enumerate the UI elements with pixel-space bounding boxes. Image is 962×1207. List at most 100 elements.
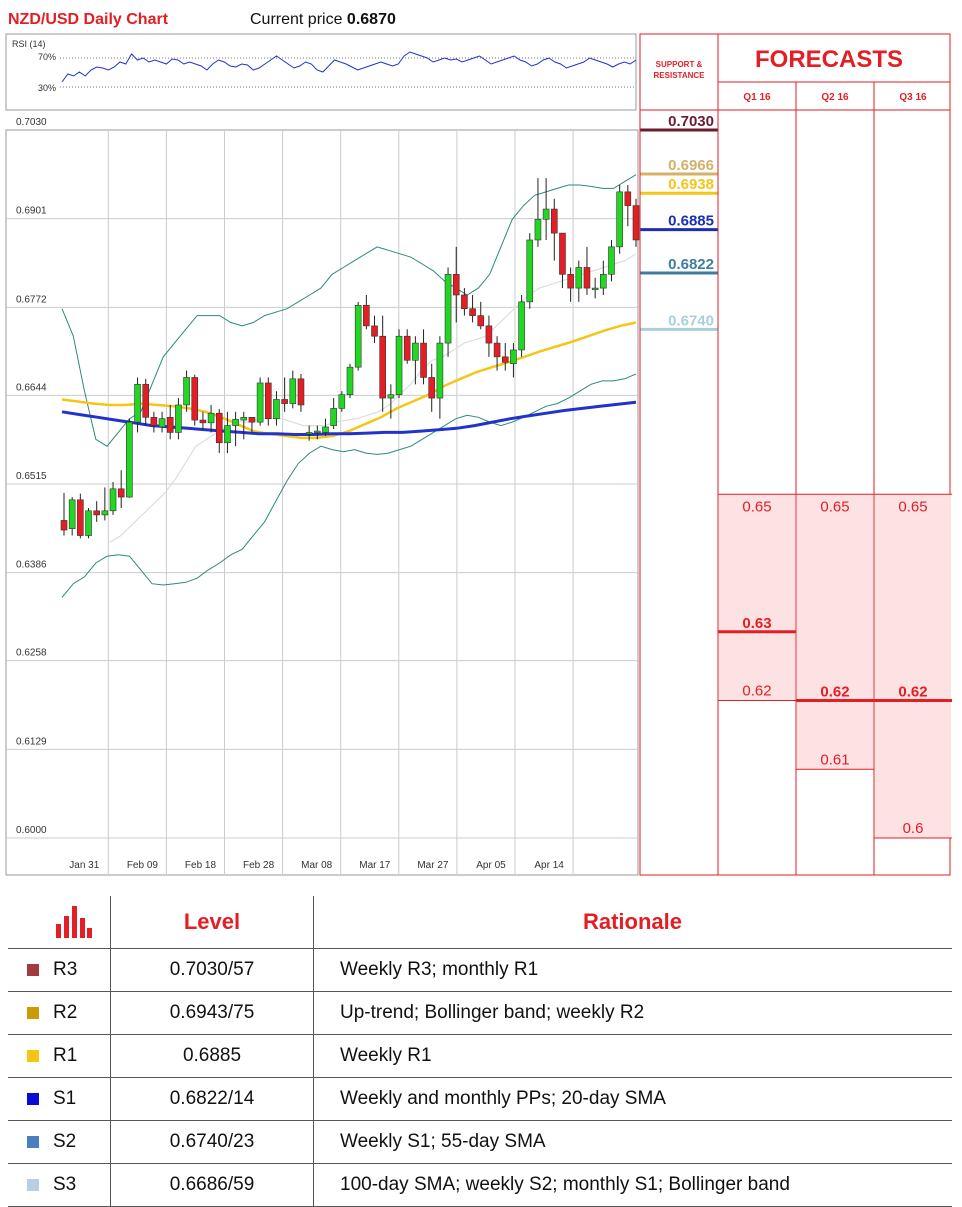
candle-body [624,191,632,206]
candle [322,418,329,436]
candle [85,508,92,539]
candle [248,417,256,433]
current-price: Current price 0.6870 [250,11,396,28]
candle-body [387,394,395,399]
candle [109,481,117,515]
candle-body [420,342,427,378]
candle-body [485,325,493,344]
moving-averages [61,253,637,543]
candle [330,398,337,430]
level-name-cell: S2 [8,1120,111,1164]
candle [387,384,395,419]
candle-body [510,349,517,365]
candle [501,343,509,371]
candle-body [314,430,321,433]
candle-body [322,426,329,433]
forecast-low-value: 0.6 [903,820,924,837]
candle [624,184,632,227]
candles [60,178,640,539]
rsi-panel: RSI (14) 70% 30% [5,33,637,111]
candle-body [289,378,297,404]
level-name: S3 [53,1174,77,1195]
candle-body [142,384,150,418]
level-rationale: 100-day SMA; weekly S2; monthly S1; Boll… [313,1163,952,1207]
candle-body [379,335,386,399]
candle [305,425,313,441]
y-axis: 0.7030 0.6901 0.6772 0.6644 0.6515 0.6386 0.62… [16,117,47,836]
candle-body [85,510,92,536]
candle-body [256,382,264,423]
candle-body [371,325,378,337]
candle [493,336,501,371]
level-rationale: Weekly R1 [313,1034,952,1078]
chart-title: NZD/USD Daily Chart [8,11,169,28]
candle [363,294,370,330]
candle [559,232,566,289]
candle-body [493,342,501,358]
candle [191,374,199,426]
candle-body [436,342,444,399]
grid [6,130,638,875]
candle [534,178,542,247]
candle [126,418,133,498]
forecast-range [719,494,795,701]
sr-value: 0.6885 [668,213,714,230]
candle [142,378,150,426]
candle-body [583,267,591,289]
candle-body [363,304,370,327]
support-resistance-lines [640,128,718,331]
candle [608,239,615,282]
x-axis: Jan 31 Feb 09 Feb 18 Feb 28 Mar 08 Mar 17 Mar … [69,860,564,871]
y-tick-label: 0.6000 [16,825,47,836]
candle-body [559,232,566,275]
level-swatch [27,1093,39,1105]
level-name-cell: S3 [8,1163,111,1207]
level-row-s2: S2 0.6740/23 Weekly S1; 55-day SMA [8,1120,952,1164]
forecast-mid-value: 0.62 [820,684,849,701]
sma-20-line [109,253,637,543]
candle [600,260,607,295]
level-value: 0.6740/23 [110,1120,314,1164]
level-swatch [27,1179,39,1191]
levels-header-row: Level Rationale [8,896,952,949]
candle [240,411,248,440]
y-tick-label: 0.6901 [16,206,47,217]
bollinger-bands [61,174,637,598]
candle-body [477,315,485,327]
candle-body [224,425,231,444]
x-tick-label: Apr 14 [534,860,564,871]
candle-body [591,287,599,290]
candle [281,377,288,412]
forecast-low-value: 0.61 [820,751,849,768]
candle [117,470,125,509]
x-tick-label: Mar 08 [301,860,333,871]
candle [175,398,182,440]
sr-value: 0.7030 [668,113,714,130]
forecast-high-value: 0.65 [742,498,771,515]
candle [93,501,100,522]
candle-body [567,274,574,289]
x-tick-label: Mar 27 [417,860,449,871]
candle-body [126,421,133,498]
candle-body [240,417,248,421]
level-name-cell: R3 [8,948,111,992]
candle [379,315,386,412]
candle [314,425,321,440]
candle [616,184,623,254]
quarter-label-q2: Q2 16 [821,92,849,103]
x-tick-label: Feb 18 [185,860,217,871]
level-row-s1: S1 0.6822/14 Weekly and monthly PPs; 20-da… [8,1077,952,1121]
candle [183,370,190,412]
candle-body [542,208,550,220]
forecasts-title: FORECASTS [755,46,903,73]
level-name: R2 [53,1002,78,1023]
candle [632,198,640,247]
sr-value: 0.6822 [668,256,714,273]
price-panel [5,129,639,876]
candle-body [101,510,109,516]
x-tick-label: Feb 09 [127,860,159,871]
candle-body [305,432,313,435]
chart-area: NZD/USD Daily Chart Current price 0.6870… [5,11,952,876]
candle-body [134,384,141,423]
bollinger-upper-line [61,174,637,447]
